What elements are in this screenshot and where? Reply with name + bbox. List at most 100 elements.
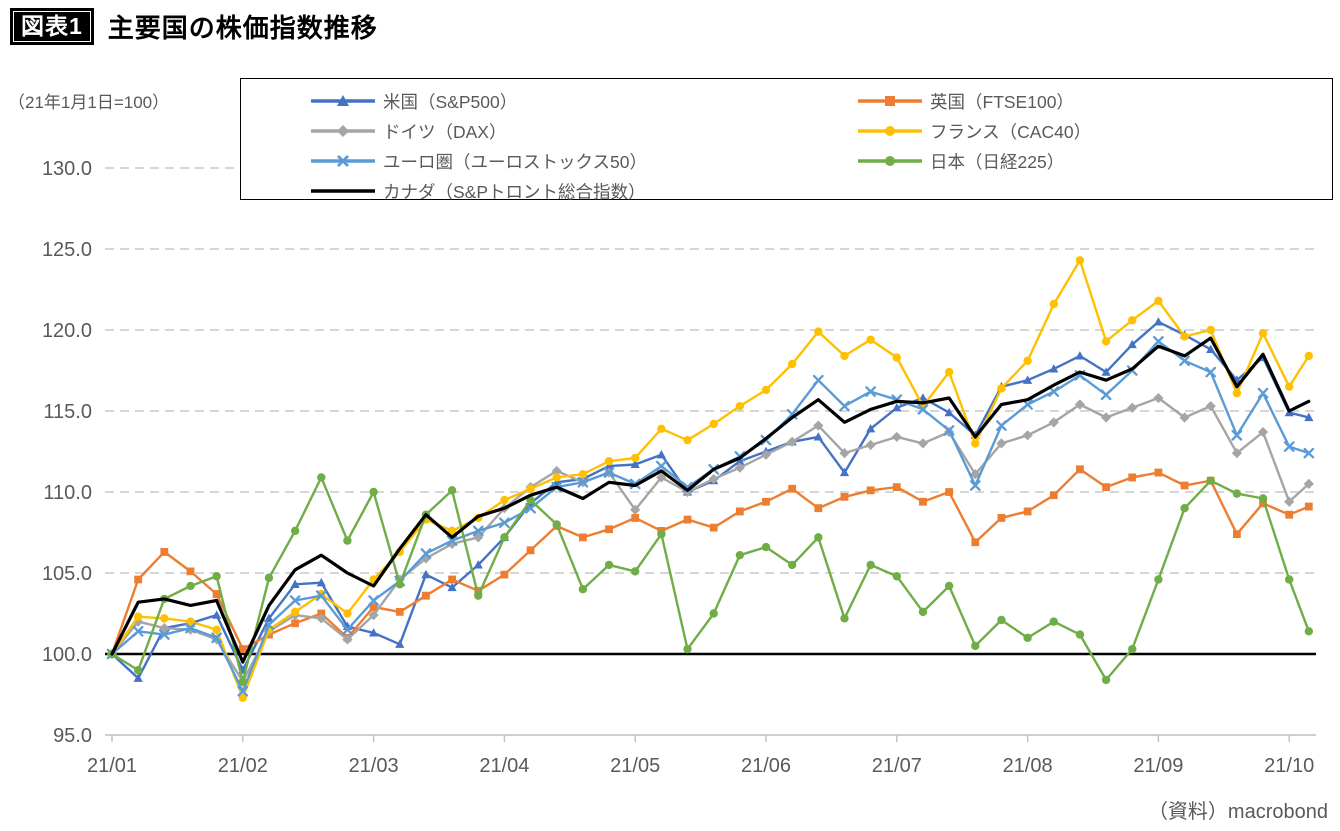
series-markers-germany (106, 392, 1314, 687)
series-marker-japan (474, 591, 483, 600)
series-marker-france (1075, 256, 1085, 265)
series-marker-japan (1023, 633, 1032, 642)
series-marker-france (735, 401, 745, 411)
x-axis-tick-label: 21/01 (87, 755, 137, 777)
series-marker-japan (1101, 675, 1111, 685)
series-marker-japan (238, 677, 247, 686)
series-marker-france (840, 351, 849, 361)
series-marker-japan (290, 526, 300, 536)
series-marker-japan (447, 486, 457, 495)
x-axis-tick-label: 21/05 (610, 755, 660, 777)
page-header: 図表1 主要国の株価指数推移 (10, 8, 378, 45)
series-marker-japan (1304, 627, 1314, 636)
series-marker-japan (1154, 575, 1163, 584)
series-marker-france (1304, 351, 1314, 361)
legend-column-1: 米国（S&P500） ドイツ（DAX） ユーロ圏（ユーロストックス50） カナダ（S&… (309, 86, 647, 206)
series-marker-france (160, 614, 169, 623)
series-marker-japan (1258, 494, 1268, 503)
series-marker-japan (1206, 476, 1215, 485)
legend-item-uk: 英国（FTSE100） (856, 86, 1091, 116)
series-marker-japan (709, 609, 718, 618)
series-marker-france (997, 384, 1006, 393)
series-marker-japan (133, 666, 143, 675)
series-marker-japan (944, 581, 954, 591)
y-axis-tick-label: 125.0 (42, 239, 92, 261)
legend-marker-icon (311, 155, 375, 167)
figure-number-badge: 図表1 (10, 8, 94, 45)
series-marker-france (604, 457, 614, 466)
series-marker-japan (604, 560, 614, 570)
legend-item-label: 英国（FTSE100） (930, 91, 1074, 112)
series-marker-japan (264, 573, 274, 583)
series-marker-france (1049, 299, 1058, 309)
series-marker-japan (1128, 644, 1137, 654)
series-marker-france (971, 439, 980, 448)
series-marker-france (709, 419, 718, 429)
series-marker-france (657, 424, 666, 434)
legend-item-label: 米国（S&P500） (383, 91, 518, 112)
series-marker-japan (840, 614, 849, 623)
x-axis-tick-label: 21/02 (218, 755, 268, 777)
series-marker-japan (1232, 489, 1242, 498)
series-marker-france (1258, 329, 1268, 338)
y-axis-tick-label: 110.0 (43, 482, 92, 504)
x-axis-tick-label: 21/03 (349, 755, 399, 777)
series-marker-france (1101, 337, 1111, 346)
y-axis-tick-label: 130.0 (42, 158, 92, 180)
legend-item-france: フランス（CAC40） (856, 116, 1091, 146)
series-marker-france (212, 625, 221, 634)
series-marker-japan (552, 520, 561, 529)
y-axis-tick-label: 115.0 (43, 401, 92, 423)
series-marker-japan (317, 473, 326, 482)
y-axis-tick-label: 95.0 (53, 725, 92, 747)
series-marker-japan (395, 580, 404, 589)
series-marker-japan (683, 644, 692, 654)
series-line-euro (110, 340, 1310, 693)
legend-item-label: カナダ（S&Pトロント総合指数） (383, 181, 646, 202)
legend-marker-icon (311, 125, 375, 137)
chart-legend: 米国（S&P500） ドイツ（DAX） ユーロ圏（ユーロストックス50） カナダ（S&… (240, 78, 1333, 202)
series-marker-france (1285, 382, 1294, 391)
series-marker-france (238, 693, 247, 702)
series-markers-euro (106, 335, 1315, 697)
series-marker-france (500, 495, 509, 505)
series-marker-japan (631, 567, 640, 576)
series-marker-france (814, 327, 823, 336)
series-marker-japan (578, 585, 588, 594)
x-axis-tick-label: 21/07 (872, 755, 922, 777)
series-marker-france (186, 617, 195, 626)
legend-marker-icon (311, 95, 375, 106)
legend-marker-icon (858, 126, 922, 136)
series-marker-japan (971, 641, 980, 651)
series-marker-japan (186, 581, 195, 591)
series-marker-france (787, 359, 797, 369)
series-marker-france (866, 335, 875, 344)
series-marker-japan (500, 533, 509, 542)
series-marker-japan (1180, 504, 1189, 513)
x-axis-tick-label: 21/08 (1003, 755, 1053, 777)
series-marker-japan (761, 542, 771, 552)
legend-marker-icon (858, 156, 922, 166)
source-attribution: （資料）macrobond (1147, 801, 1328, 823)
legend-item-label: ドイツ（DAX） (383, 121, 507, 142)
legend-column-2: 英国（FTSE100） フランス（CAC40） 日本（日経225） (856, 86, 1091, 176)
legend-item-label: ユーロ圏（ユーロストックス50） (383, 151, 647, 172)
series-marker-japan (814, 533, 823, 542)
series-marker-france (447, 526, 457, 536)
legend-item-label: フランス（CAC40） (930, 121, 1092, 142)
series-marker-japan (212, 572, 221, 581)
series-marker-japan (657, 529, 666, 539)
x-axis-tick-label: 21/04 (479, 755, 529, 777)
series-marker-france (343, 609, 352, 618)
series-markers-uk (108, 465, 1313, 658)
page-title: 主要国の株価指数推移 (107, 13, 378, 43)
series-line-canada (110, 336, 1311, 664)
series-marker-france (1232, 388, 1242, 398)
legend-item-canada: カナダ（S&Pトロント総合指数） (309, 176, 647, 206)
series-marker-france (552, 473, 561, 482)
legend-item-japan: 日本（日経225） (856, 146, 1091, 176)
legend-item-euro: ユーロ圏（ユーロストックス50） (309, 146, 647, 176)
series-marker-japan (918, 607, 928, 617)
series-marker-japan (1049, 617, 1058, 626)
series-marker-france (1180, 332, 1189, 341)
